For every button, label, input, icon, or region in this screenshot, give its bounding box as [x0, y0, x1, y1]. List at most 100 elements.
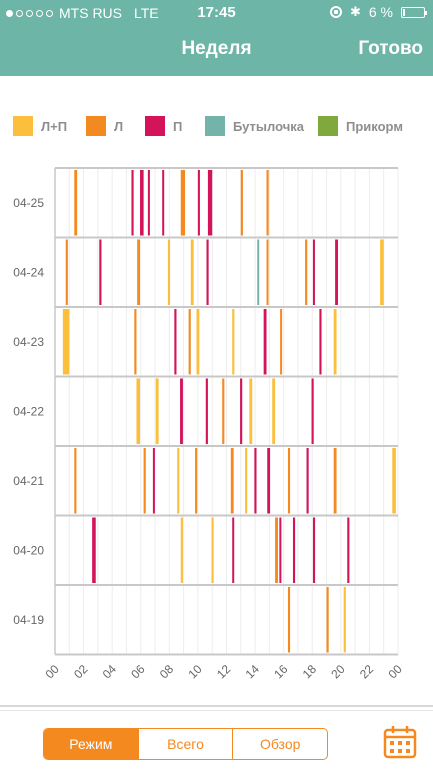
- feeding-event-bar[interactable]: [267, 448, 271, 514]
- x-tick-label: 00: [42, 662, 62, 682]
- feeding-event-bar[interactable]: [333, 309, 337, 375]
- feeding-event-bar[interactable]: [131, 170, 134, 236]
- status-bar: MTS RUS LTE 17:45 ✱ 6 %: [0, 0, 433, 24]
- feeding-event-bar[interactable]: [312, 517, 316, 584]
- feeding-event-bar[interactable]: [197, 170, 200, 236]
- legend-label: Прикорм: [346, 118, 403, 134]
- x-tick-label: 12: [214, 662, 234, 682]
- feeding-event-bar[interactable]: [306, 448, 309, 514]
- legend-item: П: [145, 116, 182, 136]
- feeding-event-bar[interactable]: [254, 448, 257, 514]
- bluetooth-icon: ✱: [349, 4, 361, 19]
- bottom-toolbar: Режим Всего Обзор: [0, 716, 433, 770]
- feeding-event-bar[interactable]: [177, 448, 180, 514]
- feeding-event-bar[interactable]: [62, 309, 70, 375]
- signal-dot: [36, 9, 43, 17]
- feeding-event-bar[interactable]: [333, 448, 337, 514]
- feeding-event-bar[interactable]: [305, 239, 308, 306]
- feeding-event-bar[interactable]: [380, 239, 384, 306]
- feeding-event-bar[interactable]: [249, 378, 253, 445]
- battery-fill: [403, 8, 405, 16]
- tab-mode[interactable]: Режим: [44, 729, 138, 759]
- feeding-event-bar[interactable]: [136, 378, 141, 445]
- signal-dot: [26, 9, 33, 17]
- x-tick-label: 00: [385, 662, 405, 682]
- feeding-event-bar[interactable]: [240, 378, 243, 445]
- feeding-event-bar[interactable]: [92, 517, 96, 584]
- feeding-event-bar[interactable]: [180, 517, 183, 584]
- feeding-event-bar[interactable]: [65, 239, 68, 306]
- legend-swatch: [318, 116, 338, 136]
- feeding-event-bar[interactable]: [137, 239, 141, 306]
- feeding-event-bar[interactable]: [326, 587, 329, 653]
- legend-label: Бутылочка: [233, 118, 305, 134]
- feeding-event-bar[interactable]: [392, 448, 396, 514]
- feeding-event-bar[interactable]: [280, 309, 283, 375]
- feeding-event-bar[interactable]: [263, 309, 267, 375]
- feeding-event-bar[interactable]: [74, 448, 77, 514]
- feeding-event-bar[interactable]: [222, 378, 225, 445]
- legend-swatch: [205, 116, 225, 136]
- network-type: LTE: [134, 5, 159, 21]
- feeding-event-bar[interactable]: [206, 239, 209, 306]
- tab-overview[interactable]: Обзор: [232, 729, 327, 759]
- feeding-event-bar[interactable]: [266, 239, 269, 306]
- feeding-event-bar[interactable]: [240, 170, 243, 236]
- x-tick-label: 22: [357, 662, 377, 682]
- x-tick-label: 08: [157, 662, 177, 682]
- feeding-event-bar[interactable]: [174, 309, 177, 375]
- legend-item: Прикорм: [318, 116, 403, 136]
- feeding-event-bar[interactable]: [147, 170, 150, 236]
- row-date-label: 04-24: [13, 265, 44, 279]
- feeding-event-bar[interactable]: [343, 587, 346, 653]
- x-tick-label: 16: [271, 662, 291, 682]
- feeding-event-bar[interactable]: [134, 309, 137, 375]
- feeding-event-bar[interactable]: [275, 517, 278, 584]
- top-bar: MTS RUS LTE 17:45 ✱ 6 % Неделя Готово: [0, 0, 433, 76]
- feeding-event-bar[interactable]: [152, 448, 155, 514]
- feeding-event-bar[interactable]: [287, 448, 291, 514]
- feeding-event-bar[interactable]: [140, 170, 144, 236]
- feeding-event-bar[interactable]: [245, 448, 248, 514]
- legend: Л+П Л П Бутылочка Прикорм: [0, 110, 433, 140]
- feeding-event-bar[interactable]: [155, 378, 159, 445]
- feeding-event-bar[interactable]: [188, 309, 191, 375]
- feeding-event-bar[interactable]: [287, 587, 291, 653]
- feeding-event-bar[interactable]: [162, 170, 165, 236]
- feeding-event-bar[interactable]: [205, 378, 208, 445]
- feeding-event-bar[interactable]: [272, 378, 276, 445]
- feeding-event-bar[interactable]: [292, 517, 296, 584]
- feeding-event-bar[interactable]: [232, 517, 235, 584]
- feeding-event-bar[interactable]: [143, 448, 146, 514]
- feeding-event-bar[interactable]: [190, 239, 194, 306]
- feeding-event-bar[interactable]: [266, 170, 269, 236]
- feeding-event-bar[interactable]: [347, 517, 350, 584]
- feeding-event-bar[interactable]: [312, 239, 315, 306]
- feeding-event-bar[interactable]: [311, 378, 314, 445]
- legend-label: Л: [114, 118, 124, 134]
- feeding-event-bar[interactable]: [167, 239, 171, 306]
- feeding-event-bar[interactable]: [196, 309, 200, 375]
- tab-total[interactable]: Всего: [137, 729, 233, 759]
- done-button[interactable]: Готово: [358, 38, 423, 59]
- feeding-event-bar[interactable]: [180, 170, 186, 236]
- row-date-label: 04-21: [13, 474, 44, 488]
- feeding-event-bar[interactable]: [74, 170, 78, 236]
- feeding-event-bar[interactable]: [319, 309, 322, 375]
- feeding-event-bar[interactable]: [279, 517, 282, 584]
- feeding-event-bar[interactable]: [230, 448, 234, 514]
- row-date-label: 04-19: [13, 613, 44, 627]
- calendar-icon[interactable]: [383, 725, 417, 759]
- feeding-event-bar[interactable]: [99, 239, 102, 306]
- x-tick-label: 18: [300, 662, 320, 682]
- feeding-event-bar[interactable]: [232, 309, 235, 375]
- feeding-event-bar[interactable]: [335, 239, 338, 306]
- feeding-event-bar[interactable]: [195, 448, 198, 514]
- feeding-event-bar[interactable]: [257, 239, 260, 306]
- view-mode-segmented-control: Режим Всего Обзор: [43, 728, 328, 760]
- feeding-event-bar[interactable]: [211, 517, 214, 584]
- x-tick-label: 04: [100, 662, 120, 682]
- feeding-event-bar[interactable]: [180, 378, 183, 445]
- x-tick-label: 06: [128, 662, 148, 682]
- feeding-event-bar[interactable]: [207, 170, 213, 236]
